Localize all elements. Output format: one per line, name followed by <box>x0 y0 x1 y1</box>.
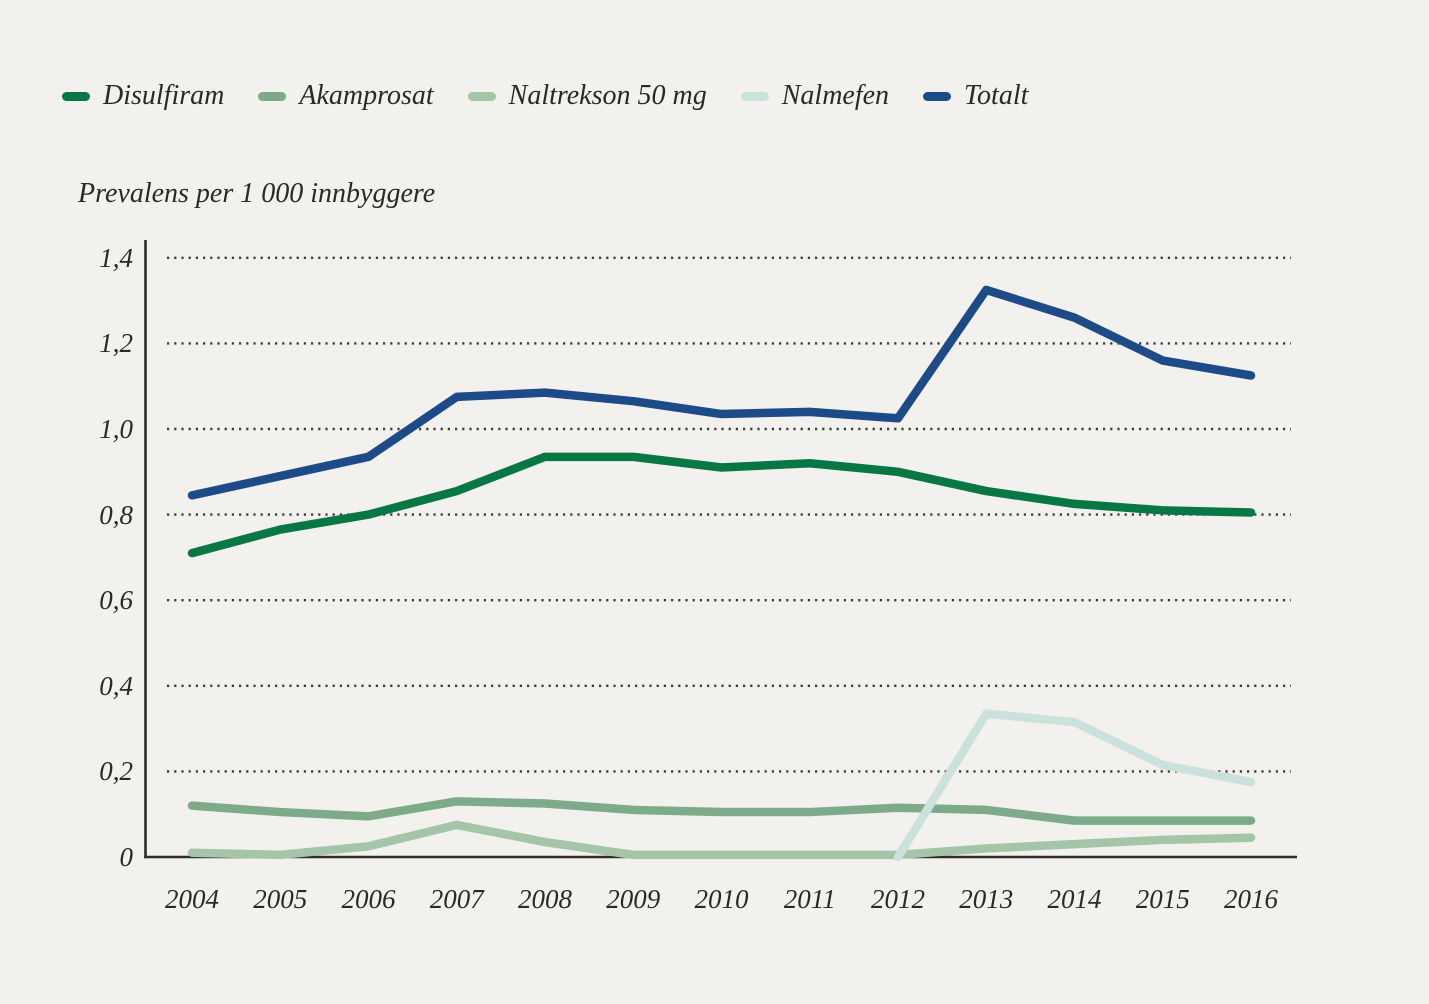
legend-swatch-icon <box>740 91 769 101</box>
series-line-naltrekson-50-mg <box>187 820 1256 860</box>
x-tick-label: 2014 <box>1047 884 1102 914</box>
legend-swatch-icon <box>62 91 90 101</box>
x-tick-label: 2011 <box>783 884 836 914</box>
y-tick-label: 0,2 <box>99 756 133 787</box>
legend-item-label: Disulfiram <box>103 80 225 111</box>
legend-swatch-icon <box>923 91 952 101</box>
chart-legend: Disulfiram Akamprosat Naltrekson 50 mg Nalm… <box>62 76 1028 116</box>
y-tick-label: 1,2 <box>99 328 133 359</box>
x-tick-label: 2016 <box>1224 884 1278 914</box>
legend-item-label: Nalmefen <box>781 80 890 111</box>
x-tick-label: 2004 <box>165 884 219 914</box>
legend-item-akamprosat: Akamprosat <box>258 76 434 116</box>
legend-swatch-icon <box>258 91 287 101</box>
y-tick-label: 0,6 <box>99 585 133 616</box>
x-tick-label: 2005 <box>253 884 308 914</box>
legend-item-disulfiram: Disulfiram <box>62 76 224 116</box>
series-line-totalt <box>187 285 1256 500</box>
x-tick-label: 2008 <box>518 884 572 914</box>
y-tick-label: 0,8 <box>99 499 133 530</box>
x-tick-label: 2009 <box>606 884 661 914</box>
x-tick-label: 2013 <box>959 884 1014 914</box>
legend-item-label: Naltrekson 50 mg <box>508 80 707 111</box>
y-tick-label: 0 <box>119 842 134 872</box>
series-line-akamprosat <box>187 797 1256 825</box>
x-tick-label: 2010 <box>694 884 749 914</box>
legend-item-label: Totalt <box>964 80 1029 111</box>
legend-swatch-icon <box>467 91 496 101</box>
x-tick-label: 2015 <box>1135 884 1190 914</box>
x-tick-label: 2006 <box>341 884 396 914</box>
legend-item-totalt: Totalt <box>923 76 1028 116</box>
legend-item-nalmefen: Nalmefen <box>740 76 890 116</box>
x-tick-label: 2012 <box>871 884 925 914</box>
chart-title: Prevalens per 1 000 innbyggere <box>78 178 436 209</box>
series-line-nalmefen <box>893 709 1256 862</box>
x-tick-label: 2007 <box>429 884 484 914</box>
series-line-disulfiram <box>187 452 1256 558</box>
y-tick-label: 1,4 <box>99 242 133 273</box>
legend-item-label: Akamprosat <box>299 80 434 111</box>
y-tick-label: 1,0 <box>99 414 133 444</box>
legend-item-naltrekson-50-mg: Naltrekson 50 mg <box>467 76 707 116</box>
y-tick-label: 0,4 <box>99 670 133 701</box>
